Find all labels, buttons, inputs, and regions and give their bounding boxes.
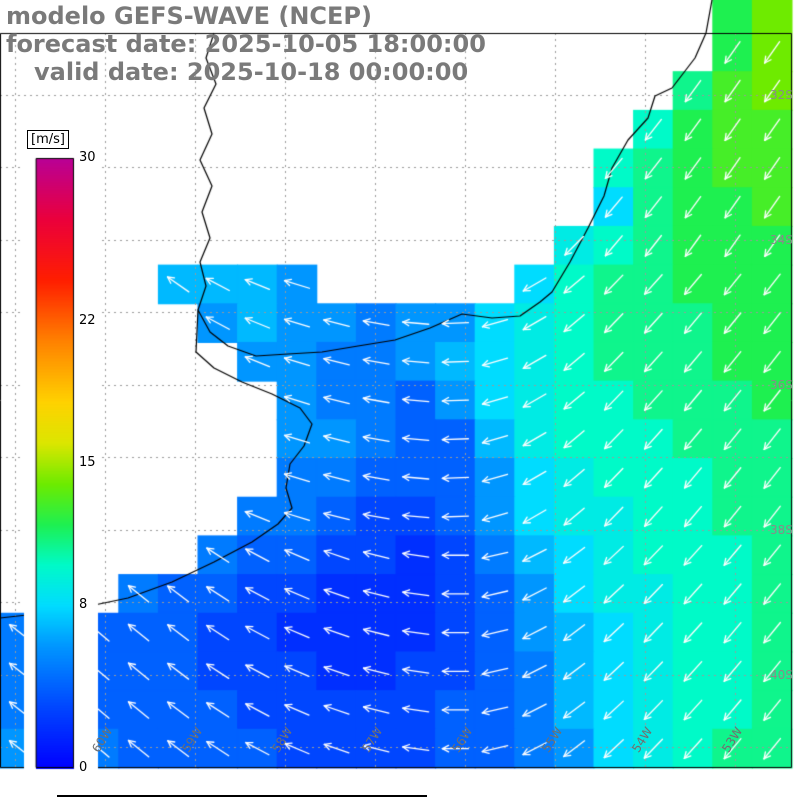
latitude-label: 32S <box>770 88 793 102</box>
colorbar-tick-label: 15 <box>79 455 96 470</box>
model-title: modelo GEFS-WAVE (NCEP) <box>6 2 372 30</box>
colorbar-units-label: [m/s] <box>27 130 69 149</box>
latitude-label: 40S <box>770 668 793 682</box>
colorbar-tick-label: 0 <box>79 760 88 775</box>
latitude-label: 34S <box>770 233 793 247</box>
colorbar-tick-label: 22 <box>79 312 96 328</box>
latitude-label: 36S <box>770 378 793 392</box>
latitude-label: 38S <box>770 523 793 537</box>
bottom-rule <box>57 795 427 797</box>
forecast-date-line: forecast date: 2025-10-05 18:00:00 <box>6 30 486 58</box>
colorbar-tick-label: 30 <box>79 150 96 165</box>
valid-date-line: valid date: 2025-10-18 00:00:00 <box>34 58 469 86</box>
colorbar-tick-label: 8 <box>79 597 88 613</box>
